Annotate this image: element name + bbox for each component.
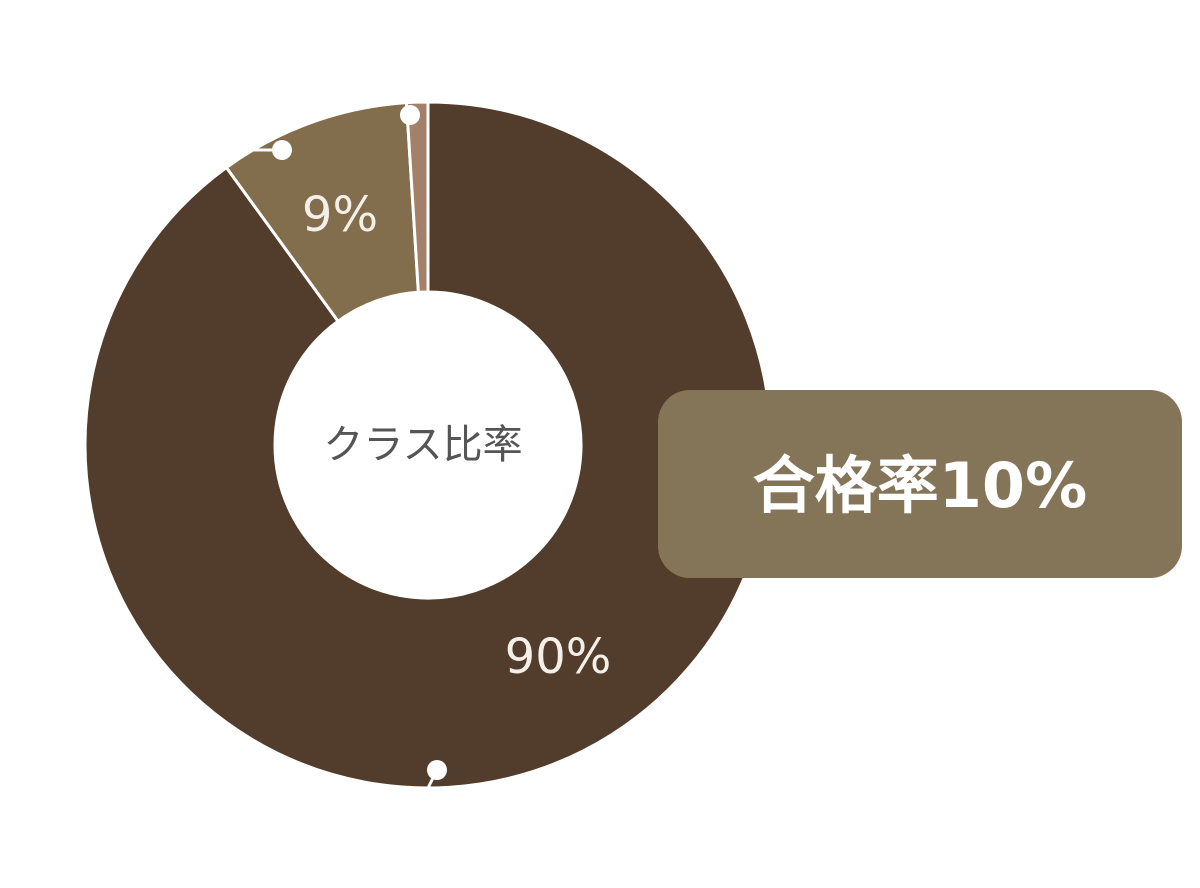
- donut-segment: [404, 100, 430, 294]
- center-label: クラス比率: [323, 422, 522, 468]
- leader-dot: [427, 760, 447, 780]
- donut: [83, 100, 773, 790]
- value-labels: 90% 9%: [302, 187, 611, 685]
- leader-dots: [250, 105, 447, 789]
- leader-dot: [400, 105, 420, 125]
- annotation: 合格率10%: [753, 449, 1087, 522]
- leader-dot: [272, 140, 292, 160]
- annotation-box: [658, 390, 1182, 578]
- value-label: 90%: [505, 629, 612, 685]
- value-label: 9%: [302, 187, 378, 243]
